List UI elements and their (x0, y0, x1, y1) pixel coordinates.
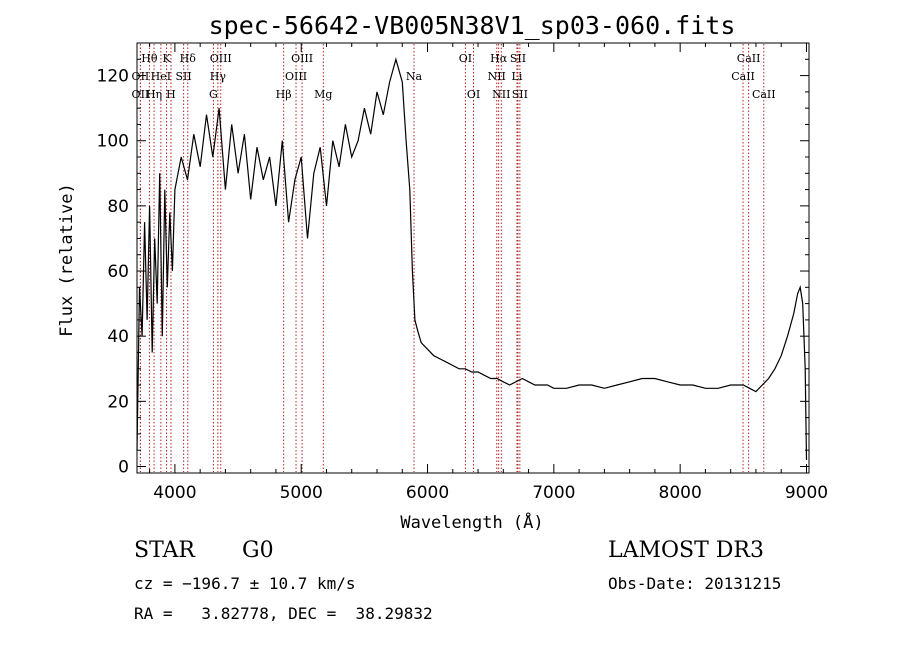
line-label: SII (512, 88, 528, 101)
y-tick-label: 40 (107, 327, 129, 347)
line-label: OIII (210, 52, 232, 65)
ra-dec-coordinates: RA = 3.82778, DEC = 38.29832 (134, 604, 433, 623)
line-label: G (209, 88, 218, 101)
line-label: OII (132, 70, 150, 83)
line-label: OI (467, 88, 480, 101)
line-markers (139, 44, 765, 472)
line-label: Hθ (141, 52, 158, 65)
survey-label: LAMOST DR3 (608, 538, 764, 563)
line-label: NII (488, 70, 506, 83)
y-tick-label: 60 (107, 262, 129, 282)
line-label: Hβ (276, 88, 292, 101)
line-label: Li (512, 70, 523, 83)
y-axis-label: Flux (relative) (57, 183, 77, 337)
y-tick-label: 80 (107, 197, 129, 217)
class-label: STAR (134, 538, 195, 563)
x-axis: 4000 5000 6000 7000 8000 9000 (149, 43, 828, 503)
redshift-velocity: cz = −196.7 ± 10.7 km/s (134, 574, 356, 593)
line-label: Mg (314, 88, 332, 101)
chart-title: spec-56642-VB005N38V1_sp03-060.fits (209, 11, 736, 40)
line-label: NII (492, 88, 510, 101)
x-tick-label: 4000 (153, 483, 196, 503)
x-tick-label: 9000 (785, 483, 828, 503)
line-label: Na (406, 70, 423, 83)
line-label: H (166, 88, 176, 101)
observation-date: Obs-Date: 20131215 (608, 574, 782, 593)
subclass-label: G0 (242, 538, 274, 563)
x-tick-label: 6000 (406, 483, 449, 503)
line-label: OIII (291, 52, 313, 65)
x-axis-label: Wavelength (Å) (400, 511, 543, 533)
line-label: Hδ (180, 52, 197, 65)
line-label: Hα (490, 52, 508, 65)
line-label: HeI (151, 70, 171, 83)
y-axis: 0 20 40 60 80 100 120 (97, 58, 809, 477)
line-label: OI (459, 52, 472, 65)
x-tick-label: 7000 (532, 483, 575, 503)
plot-frame (136, 42, 810, 474)
line-label: Hη (146, 88, 162, 101)
line-label: OIII (285, 70, 307, 83)
line-label: SII (510, 52, 526, 65)
line-label: OII (132, 88, 150, 101)
x-tick-label: 5000 (280, 483, 323, 503)
line-label: K (162, 52, 171, 65)
y-tick-label: 120 (97, 67, 129, 87)
line-label: Hγ (210, 70, 227, 83)
line-label: SII (175, 70, 191, 83)
y-tick-label: 20 (107, 392, 129, 412)
line-label: CaII (731, 70, 755, 83)
y-tick-label: 100 (97, 132, 129, 152)
line-label: CaII (752, 88, 776, 101)
y-tick-label: 0 (118, 457, 129, 477)
line-label: CaII (737, 52, 761, 65)
x-tick-label: 8000 (659, 483, 702, 503)
spectrum-line (136, 57, 808, 461)
